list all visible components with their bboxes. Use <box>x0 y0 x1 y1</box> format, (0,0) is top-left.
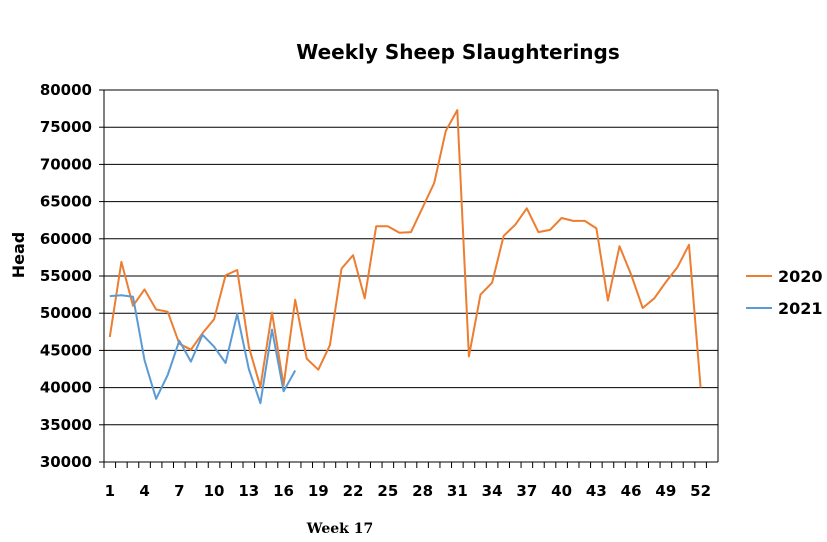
x-tick-label: 7 <box>174 482 184 500</box>
x-tick-label: 25 <box>377 482 398 500</box>
y-tick-label: 70000 <box>40 155 92 173</box>
x-tick-label: 10 <box>204 482 225 500</box>
y-tick-label: 45000 <box>40 341 92 359</box>
y-tick-label: 65000 <box>40 193 92 211</box>
y-tick-label: 35000 <box>40 416 92 434</box>
x-tick-label: 19 <box>308 482 329 500</box>
y-tick-label: 55000 <box>40 267 92 285</box>
x-tick-label: 52 <box>690 482 711 500</box>
x-tick-label: 40 <box>551 482 572 500</box>
y-tick-label: 60000 <box>40 230 92 248</box>
series-line-2020 <box>108 109 702 388</box>
x-tick-label: 49 <box>655 482 676 500</box>
x-tick-label: 37 <box>516 482 537 500</box>
grid-lines <box>99 89 719 468</box>
x-tick-label: 31 <box>447 482 468 500</box>
y-axis-title: Head <box>9 232 28 279</box>
week-note: Week 17 <box>306 521 373 537</box>
x-tick-label: 22 <box>343 482 364 500</box>
x-tick-label: 4 <box>139 482 149 500</box>
y-axis-ticks: 30000 35000 40000 45000 50000 55000 60000 65000… <box>40 81 92 471</box>
series-line-2021 <box>109 294 297 405</box>
x-tick-label: 1 <box>105 482 115 500</box>
x-tick-label: 43 <box>586 482 607 500</box>
x-tick-label: 13 <box>238 482 259 500</box>
series-lines <box>108 109 702 405</box>
y-tick-label: 30000 <box>40 453 92 471</box>
y-tick-label: 40000 <box>40 379 92 397</box>
legend-label-2021: 2021 <box>778 299 823 318</box>
x-tick-label: 46 <box>621 482 642 500</box>
x-tick-label: 28 <box>412 482 433 500</box>
y-tick-label: 75000 <box>40 118 92 136</box>
x-tick-label: 34 <box>482 482 503 500</box>
chart-title: Weekly Sheep Slaughterings <box>296 40 620 64</box>
x-tick-label: 16 <box>273 482 294 500</box>
y-tick-label: 80000 <box>40 81 92 99</box>
legend-label-2020: 2020 <box>778 267 823 286</box>
x-axis-ticks: 1 4 7 10 13 16 19 22 25 28 31 34 37 40 43 46 49 52 <box>105 482 711 500</box>
legend: 2020 2021 <box>746 267 823 318</box>
y-tick-label: 50000 <box>40 304 92 322</box>
